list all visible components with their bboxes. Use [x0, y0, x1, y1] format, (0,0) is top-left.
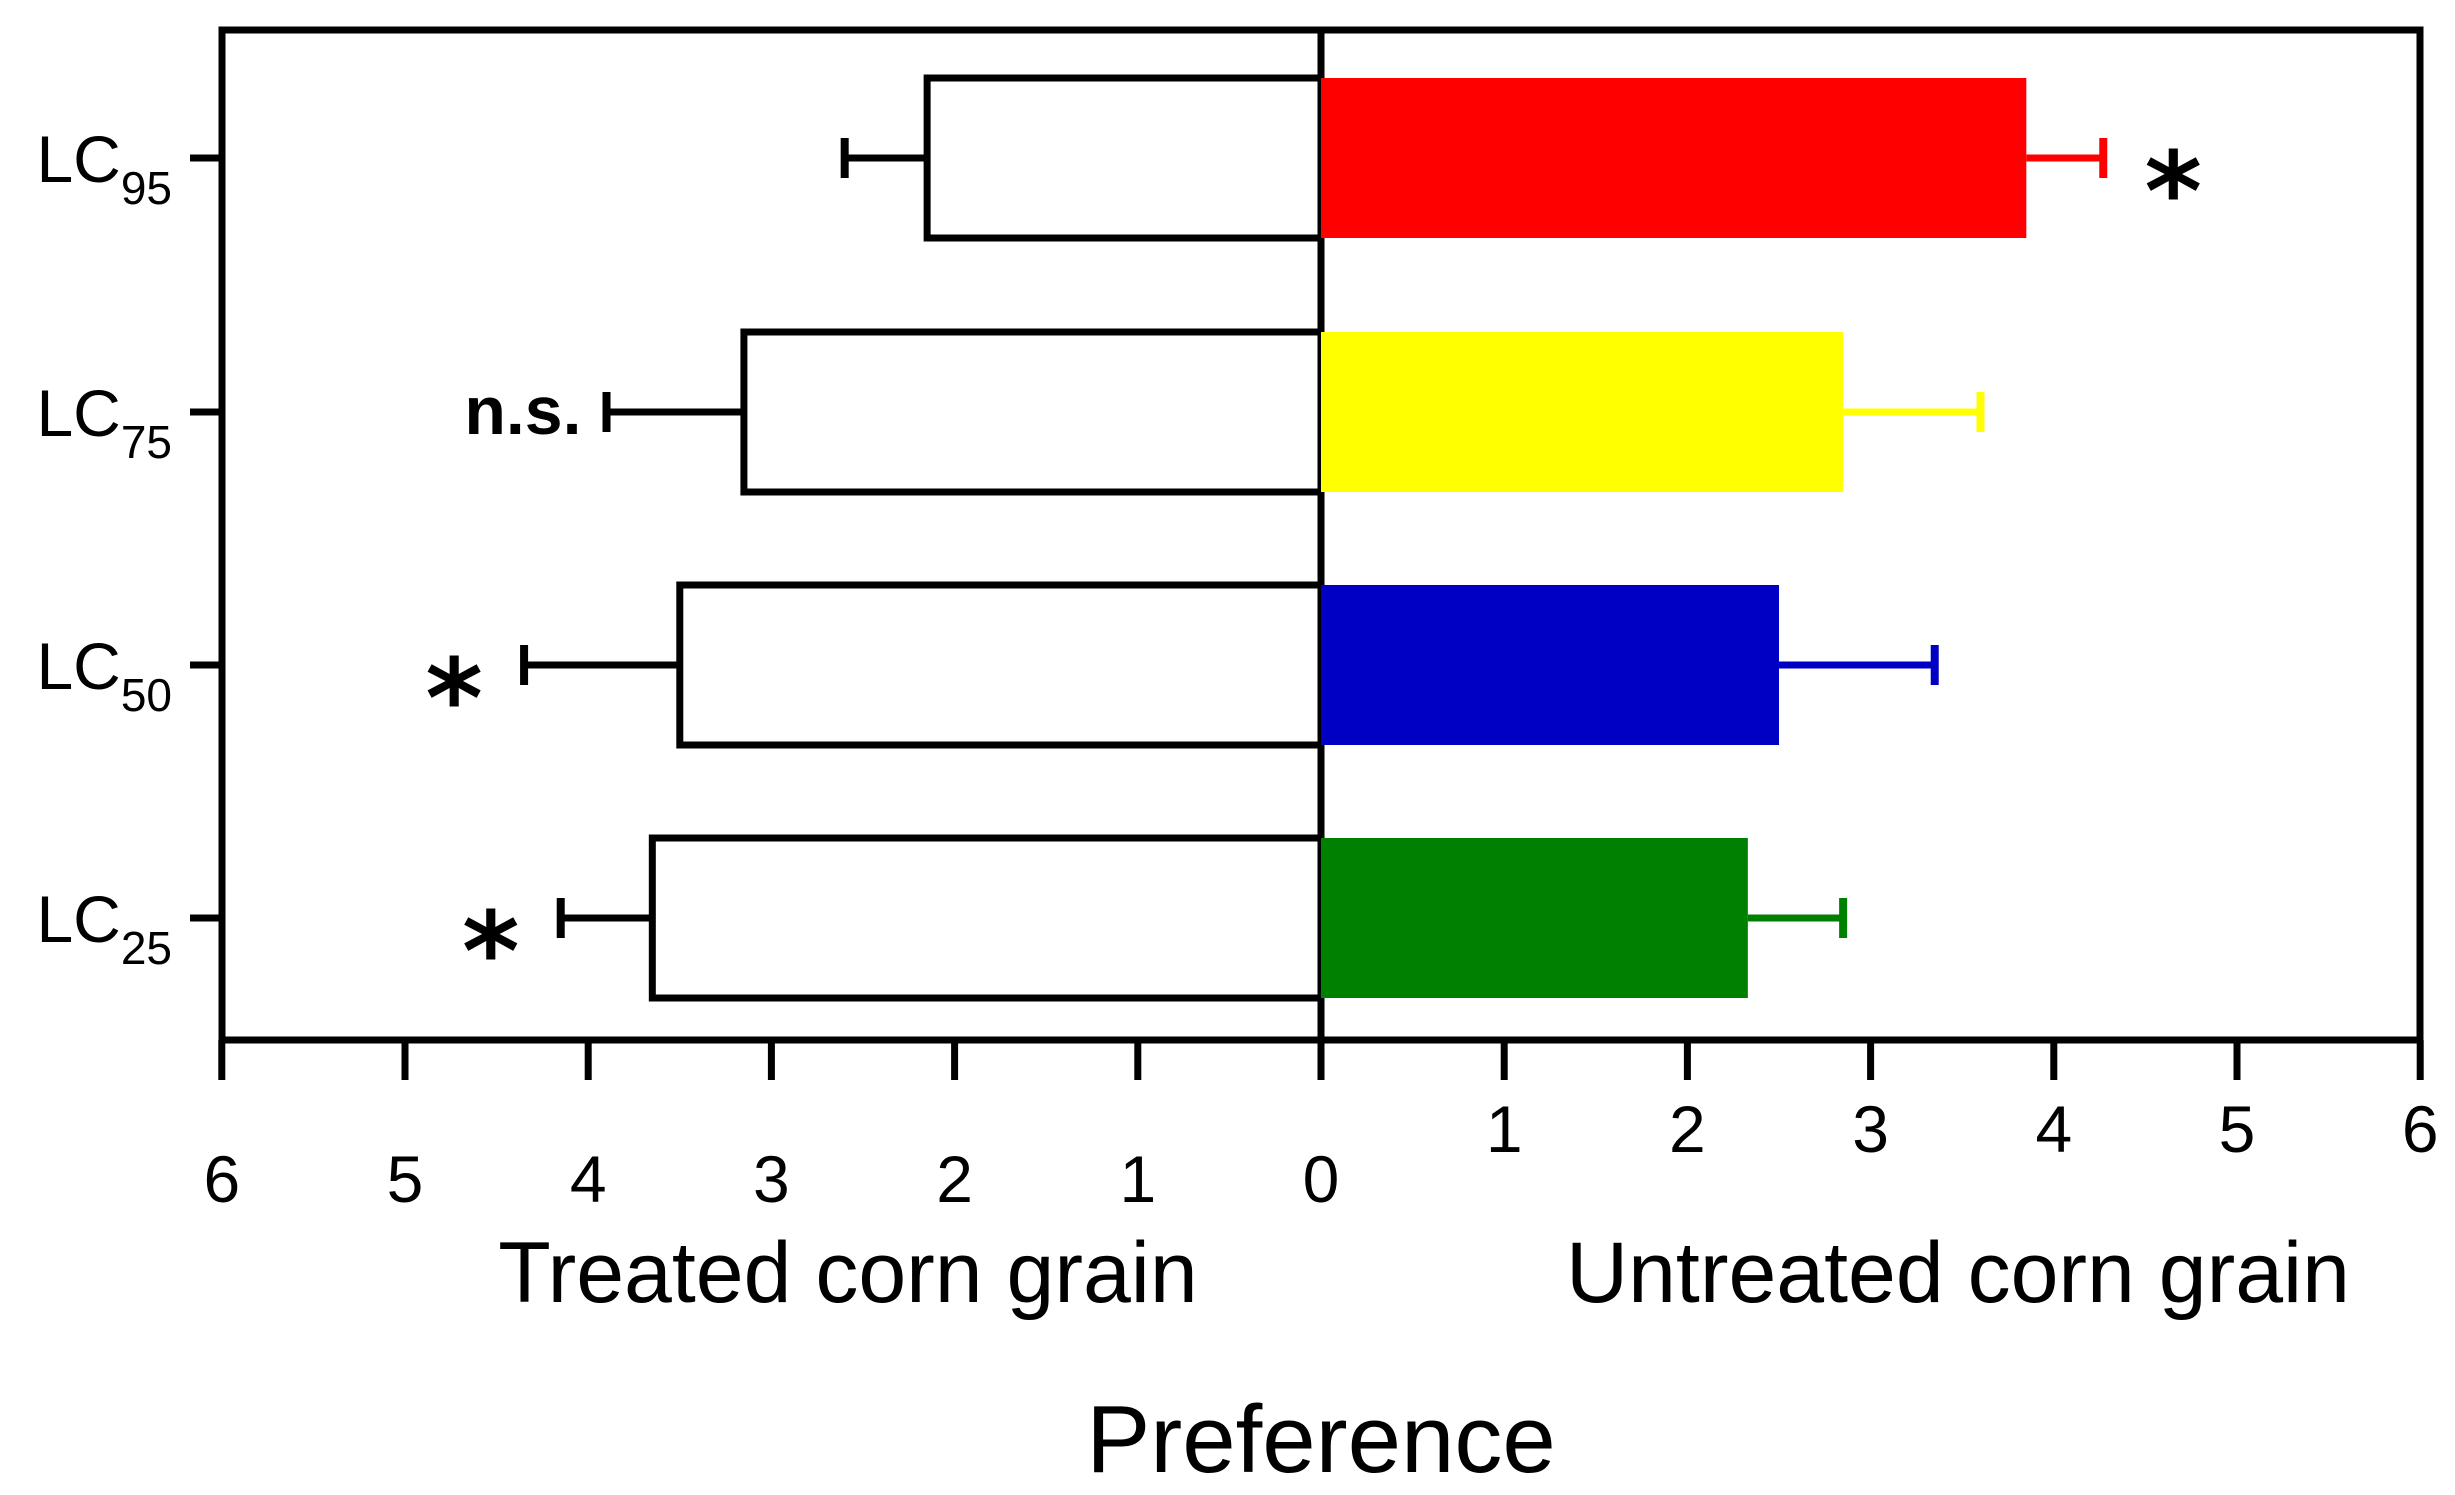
category-label-95: LC95 — [36, 122, 172, 214]
significance-star: * — [2144, 128, 2202, 256]
x-axis-title: Preference — [1086, 1386, 1556, 1493]
category-label-75: LC75 — [36, 376, 172, 468]
x-tick-label-right: 3 — [1852, 1092, 1889, 1166]
x-tick-label-left: 2 — [936, 1142, 973, 1216]
y-axis-categories: LC95 LC75 LC50 LC25 — [36, 122, 222, 974]
bar-untreated-75 — [1321, 332, 1844, 492]
bar-treated-75 — [740, 328, 1325, 496]
significance-star: * — [425, 635, 483, 763]
x-tick-label-left: 1 — [1119, 1142, 1156, 1216]
x-tick-label-right: 4 — [2035, 1092, 2072, 1166]
bars-layer — [520, 74, 2108, 1002]
x-tick-label-right: 1 — [1486, 1092, 1523, 1166]
left-axis-label: Treated corn grain — [498, 1225, 1198, 1321]
x-axis-ticks: 6 5 4 3 2 1 0 1 2 3 4 5 6 — [203, 1040, 2439, 1216]
x-tick-label-left: 3 — [753, 1142, 790, 1216]
bar-untreated-25 — [1321, 838, 1748, 998]
x-tick-label-right: 6 — [2402, 1092, 2439, 1166]
bar-treated-25 — [648, 834, 1325, 1002]
bar-treated-95 — [923, 74, 1325, 242]
x-tick-label-left: 5 — [387, 1142, 424, 1216]
x-tick-label-right: 2 — [1669, 1092, 1706, 1166]
bar-untreated-95 — [1321, 78, 2027, 238]
x-tick-label-left: 6 — [203, 1142, 240, 1216]
category-label-50: LC50 — [36, 629, 172, 721]
significance-ns: n.s. — [464, 373, 581, 449]
right-axis-label: Untreated corn grain — [1566, 1225, 2350, 1321]
category-label-25: LC25 — [36, 882, 172, 974]
x-tick-label-left: 4 — [570, 1142, 607, 1216]
significance-star: * — [462, 888, 520, 1016]
bar-untreated-50 — [1321, 585, 1779, 745]
bar-treated-50 — [676, 581, 1325, 749]
significance-marks: * n.s. * * — [425, 128, 2202, 1016]
x-tick-label-right: 5 — [2219, 1092, 2256, 1166]
x-tick-label-left: 0 — [1303, 1142, 1340, 1216]
